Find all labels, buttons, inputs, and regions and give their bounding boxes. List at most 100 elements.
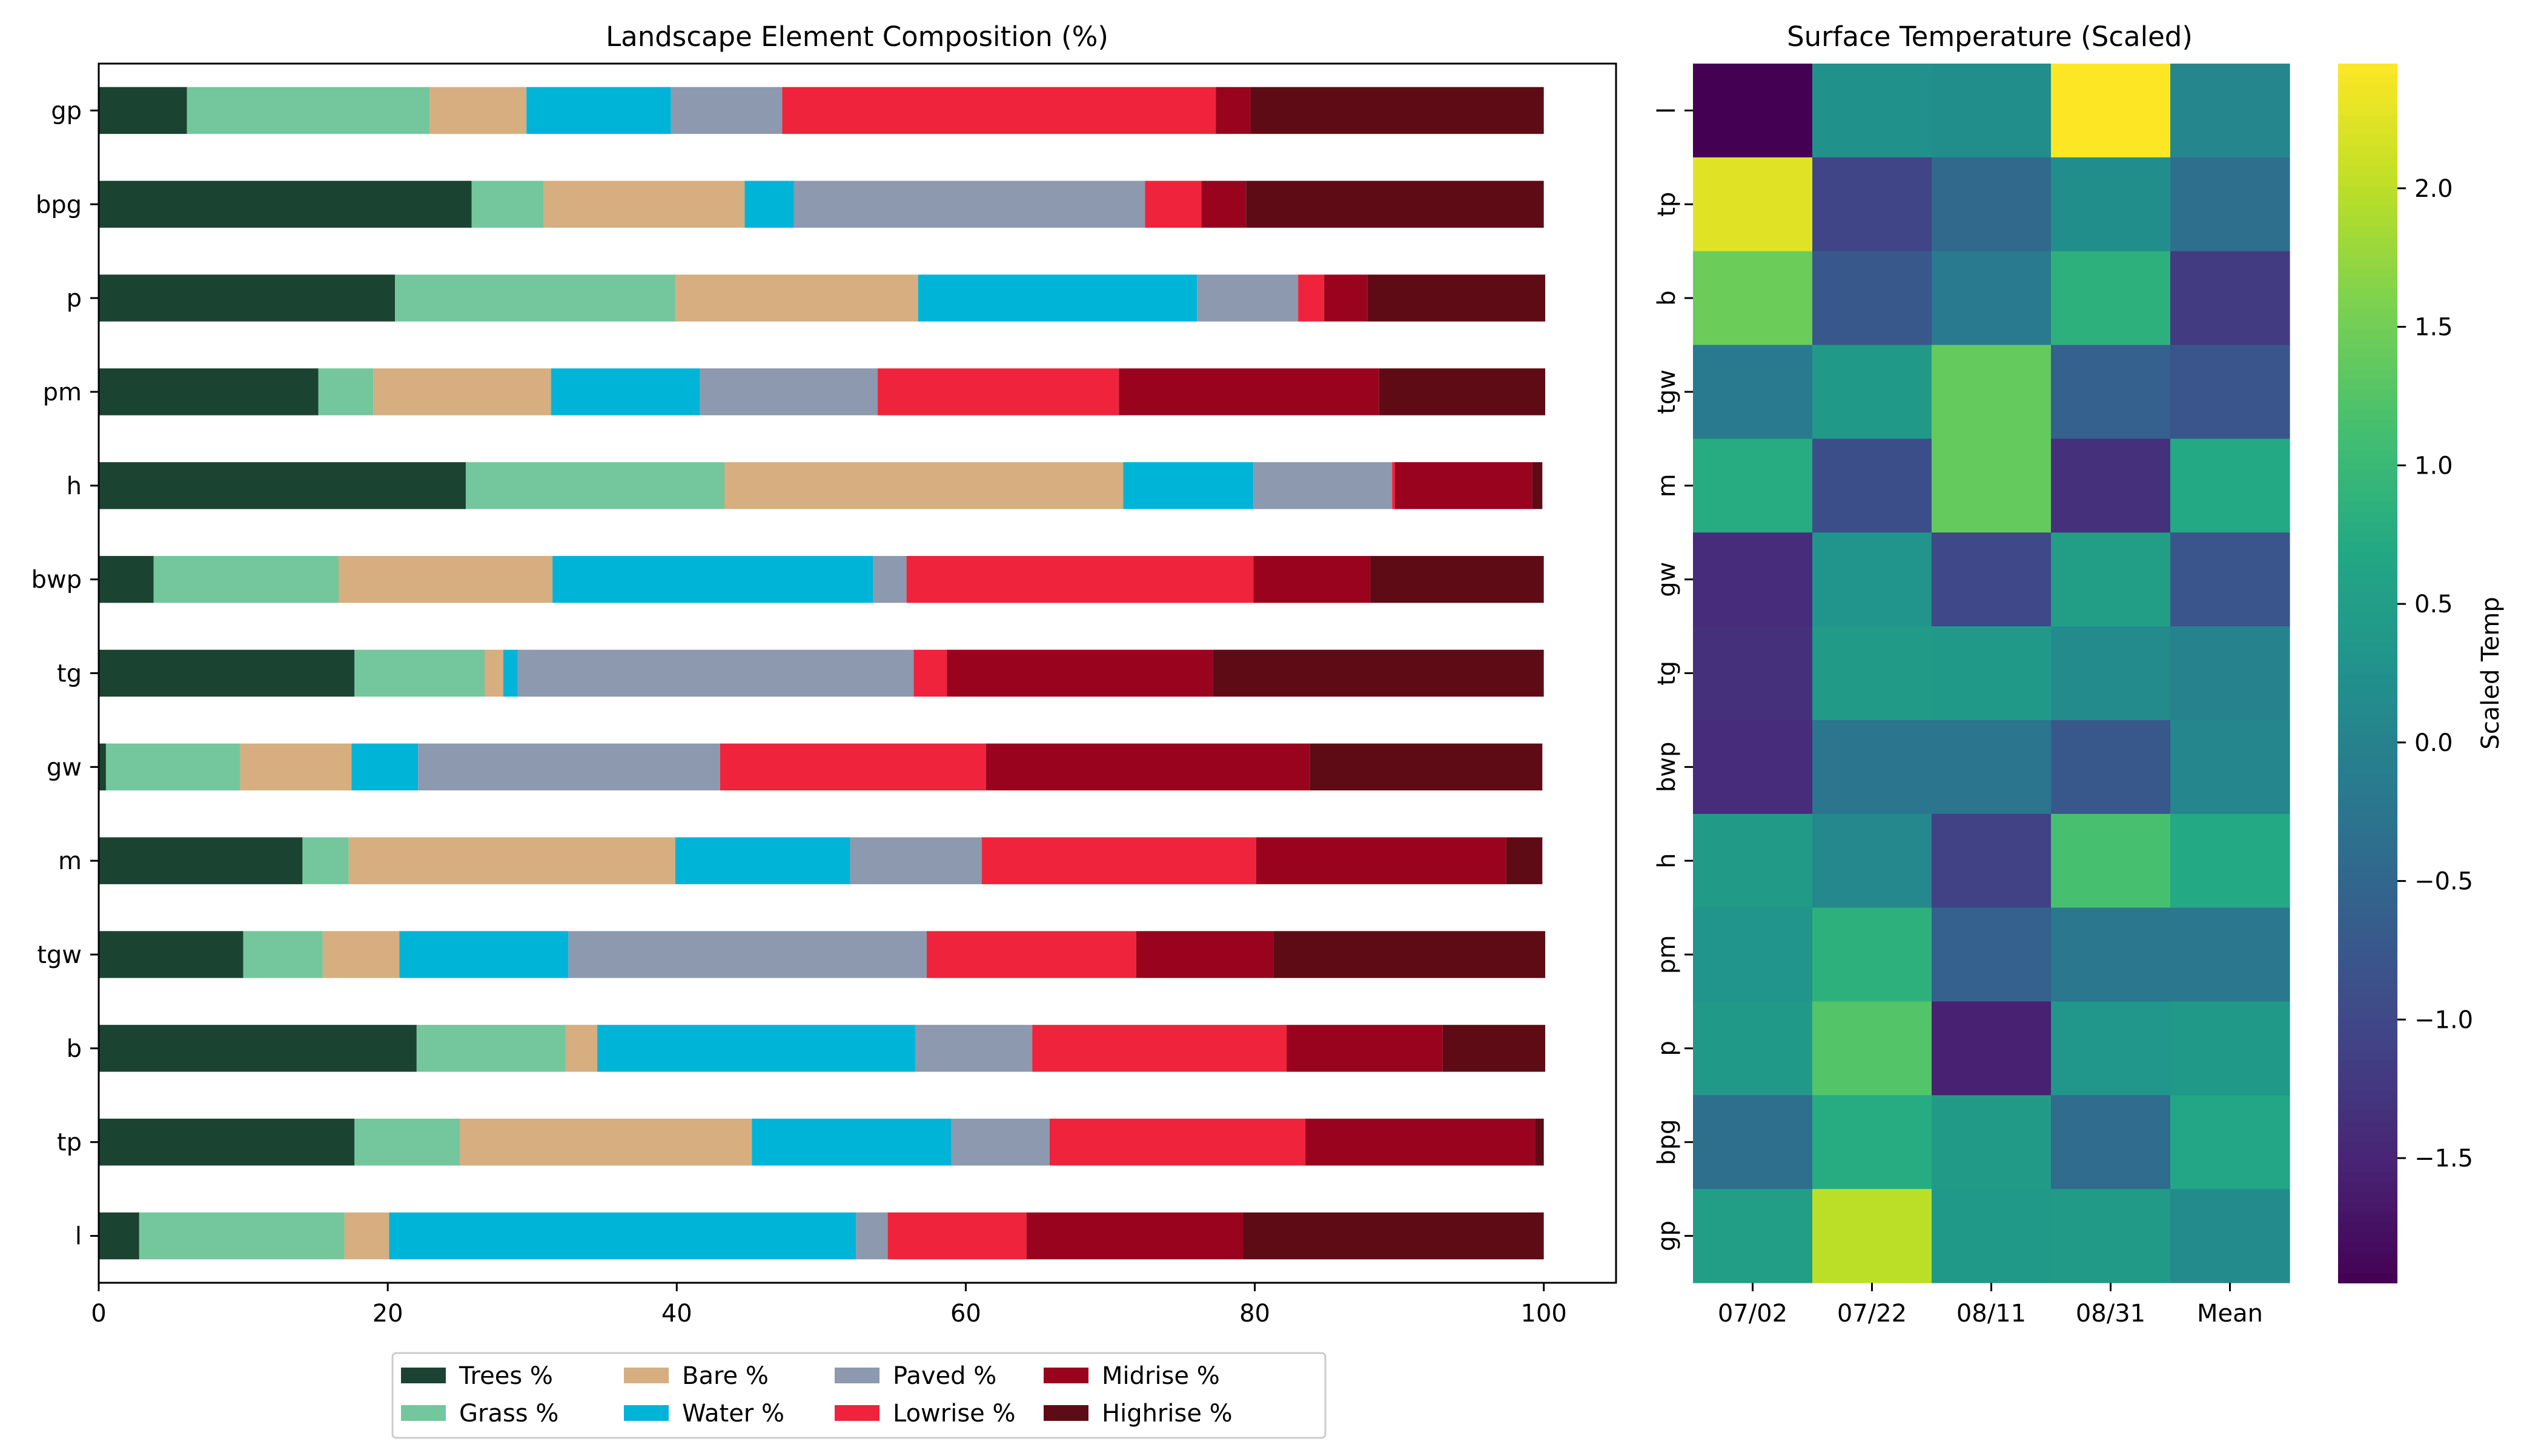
- bar-segment-gp-4: [526, 87, 671, 134]
- colorbar-band: [2338, 145, 2397, 156]
- bar-segment-b-6: [1032, 1025, 1287, 1072]
- heatmap-cell-pm-3: [1932, 907, 2052, 1002]
- colorbar-band: [2338, 835, 2397, 847]
- heatmap-cell-tg-2: [1812, 626, 1932, 721]
- bar-segment-gp-7: [1216, 87, 1251, 134]
- bar-segment-b-1: [99, 1025, 417, 1072]
- heatmap-cell-l-5: [2170, 64, 2290, 158]
- colorbar-tick-label: 0.5: [2414, 591, 2453, 618]
- bar-ytick-label: p: [67, 285, 82, 313]
- bar-segment-b-5: [915, 1025, 1033, 1072]
- colorbar-tick-label: 0.0: [2414, 729, 2453, 757]
- heatmap-cell-tg-4: [2051, 626, 2171, 721]
- colorbar-band: [2338, 612, 2397, 623]
- colorbar-band: [2338, 551, 2397, 562]
- bar-segment-pm-5: [700, 368, 878, 415]
- heatmap-cell-tg-1: [1693, 626, 1813, 721]
- heatmap-cell-b-5: [2170, 251, 2290, 346]
- heatmap-cell-pm-5: [2170, 907, 2290, 1002]
- heatmap-cell-gp-4: [2051, 1189, 2171, 1283]
- colorbar-band: [2338, 84, 2397, 95]
- colorbar-band: [2338, 866, 2397, 877]
- colorbar-tick-label: −1.0: [2414, 1006, 2473, 1034]
- colorbar-tick-label: −1.5: [2414, 1145, 2473, 1173]
- colorbar-band: [2338, 388, 2397, 400]
- heatmap-cell-p-5: [2170, 1001, 2290, 1096]
- bar-segment-gp-2: [187, 87, 430, 134]
- bar-segment-gp-8: [1250, 87, 1544, 134]
- bar-segment-bpg-7: [1201, 180, 1247, 228]
- heatmap-ytick-label: b: [1653, 290, 1681, 305]
- bar-segment-pm-6: [877, 368, 1119, 415]
- colorbar-band: [2338, 673, 2397, 684]
- colorbar-band: [2338, 785, 2397, 796]
- colorbar-band: [2338, 94, 2397, 105]
- bar-xtick-label: 100: [1521, 1300, 1567, 1328]
- colorbar-band: [2338, 907, 2397, 918]
- bar-segment-tp-1: [99, 1119, 355, 1166]
- bar-segment-h-5: [1253, 462, 1393, 509]
- bar-segment-tp-6: [1049, 1119, 1306, 1166]
- bar-segment-gw-8: [1310, 743, 1543, 791]
- heatmap-ytick-label: p: [1653, 1041, 1681, 1056]
- bar-segment-bpg-6: [1145, 180, 1202, 228]
- bar-ytick-label: gw: [47, 753, 82, 781]
- colorbar-band: [2338, 845, 2397, 857]
- heatmap-cell-tgw-3: [1932, 345, 2052, 439]
- bar-segment-gw-6: [720, 743, 986, 791]
- bar-segment-h-2: [465, 462, 725, 509]
- bar-segment-tp-5: [951, 1119, 1050, 1166]
- bar-segment-pm-3: [373, 368, 551, 415]
- heatmap-ytick-label: tp: [1653, 192, 1681, 217]
- colorbar-band: [2338, 1049, 2397, 1060]
- bar-segment-l-6: [887, 1212, 1027, 1260]
- colorbar-band: [2338, 561, 2397, 572]
- bar-segment-h-1: [99, 462, 466, 509]
- bar-xtick-label: 20: [373, 1300, 403, 1328]
- colorbar-band: [2338, 328, 2397, 339]
- colorbar-band: [2338, 337, 2397, 349]
- bar-segment-gw-3: [240, 743, 352, 791]
- colorbar-band: [2338, 175, 2397, 187]
- colorbar-band: [2338, 205, 2397, 217]
- bar-segment-gp-3: [429, 87, 527, 134]
- heatmap-title: Surface Temperature (Scaled): [1787, 21, 2193, 53]
- heatmap-cell-gw-5: [2170, 532, 2290, 627]
- bar-segment-gp-6: [782, 87, 1216, 134]
- bar-segment-m-8: [1506, 837, 1543, 884]
- bar-segment-tgw-1: [99, 931, 243, 978]
- heatmap-ytick-label: gw: [1653, 562, 1681, 597]
- heatmap-cell-h-3: [1932, 813, 2052, 908]
- heatmap-cell-tgw-5: [2170, 345, 2290, 439]
- heatmap-cell-h-1: [1693, 813, 1813, 908]
- heatmap-cell-m-3: [1932, 438, 2052, 533]
- colorbar-band: [2338, 1242, 2397, 1253]
- colorbar-band: [2338, 196, 2397, 207]
- bar-ytick-label: l: [75, 1223, 82, 1251]
- heatmap-cell-bwp-2: [1812, 720, 1932, 815]
- bar-segment-bpg-1: [99, 180, 472, 228]
- heatmap-xtick-label: 08/11: [1956, 1300, 2026, 1328]
- heatmap-cell-m-1: [1693, 438, 1813, 533]
- colorbar-band: [2338, 1100, 2397, 1111]
- heatmap-ytick-label: m: [1653, 474, 1681, 497]
- colorbar-band: [2338, 439, 2397, 451]
- colorbar-band: [2338, 73, 2397, 85]
- bar-segment-m-7: [1256, 837, 1506, 884]
- bar-segment-tg-8: [1213, 649, 1544, 697]
- colorbar-band: [2338, 937, 2397, 948]
- bar-segment-bpg-3: [543, 180, 745, 228]
- bar-segment-h-8: [1532, 462, 1543, 509]
- colorbar-band: [2338, 1090, 2397, 1101]
- colorbar-band: [2338, 1140, 2397, 1151]
- bar-ytick-label: tp: [57, 1129, 82, 1157]
- colorbar-band: [2338, 460, 2397, 471]
- colorbar-band: [2338, 713, 2397, 725]
- bar-segment-tp-3: [460, 1119, 752, 1166]
- colorbar-band: [2338, 643, 2397, 654]
- bar-segment-tg-3: [484, 649, 503, 697]
- bar-segment-gp-1: [99, 87, 187, 134]
- bar-segment-p-5: [1197, 274, 1299, 322]
- heatmap-cell-l-2: [1812, 64, 1932, 158]
- colorbar-band: [2338, 470, 2397, 481]
